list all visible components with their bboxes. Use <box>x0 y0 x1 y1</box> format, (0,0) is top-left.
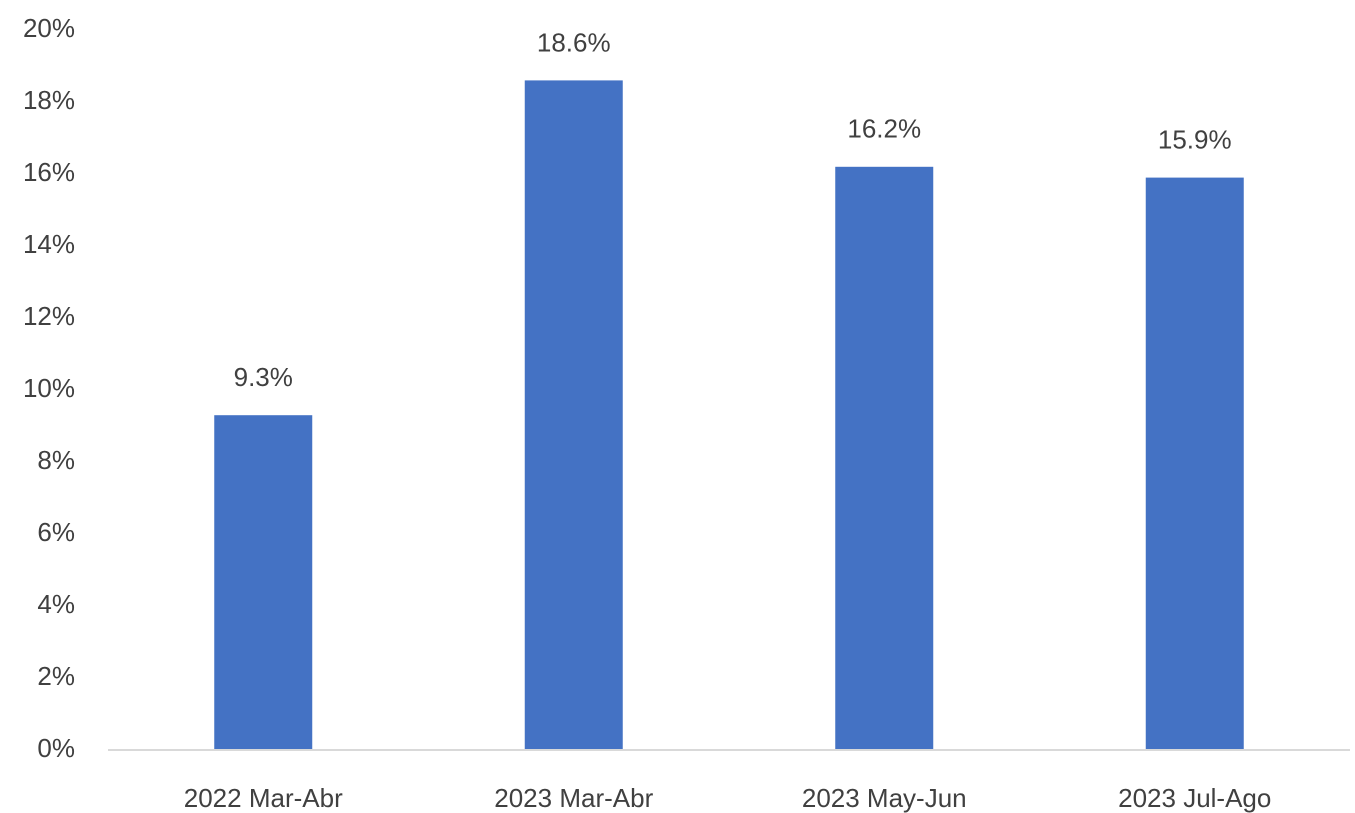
y-tick-label: 20% <box>23 13 75 43</box>
y-tick-label: 6% <box>37 517 75 547</box>
y-tick-label: 10% <box>23 373 75 403</box>
y-tick-label: 12% <box>23 301 75 331</box>
data-label: 18.6% <box>537 27 611 57</box>
x-tick-label: 2023 Jul-Ago <box>1118 783 1271 813</box>
y-tick-label: 2% <box>37 661 75 691</box>
y-tick-label: 8% <box>37 445 75 475</box>
bar <box>214 415 313 750</box>
data-label: 15.9% <box>1158 124 1232 154</box>
y-tick-label: 14% <box>23 229 75 259</box>
data-label: 9.3% <box>234 362 293 392</box>
x-tick-label: 2023 May-Jun <box>802 783 967 813</box>
y-tick-label: 0% <box>37 733 75 763</box>
x-tick-label: 2022 Mar-Abr <box>184 783 343 813</box>
bar <box>835 166 934 751</box>
x-tick-label: 2023 Mar-Abr <box>494 783 653 813</box>
y-tick-label: 18% <box>23 85 75 115</box>
bar <box>524 80 623 750</box>
data-label: 16.2% <box>847 114 921 144</box>
y-tick-label: 4% <box>37 589 75 619</box>
bar <box>1145 177 1244 751</box>
y-tick-label: 16% <box>23 157 75 187</box>
